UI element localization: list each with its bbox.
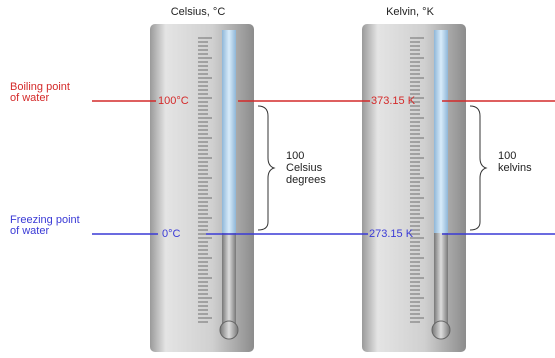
kelvin-thermometer <box>362 24 466 352</box>
bulb <box>220 321 238 339</box>
tube-fill <box>434 30 448 233</box>
diagram: Celsius, °C Kelvin, °K Boiling point of … <box>0 0 555 358</box>
bracket <box>258 106 274 230</box>
span-text: Celsius <box>286 162 323 174</box>
freezing-value: 0°C <box>162 228 181 240</box>
freezing-label: of water <box>10 225 49 237</box>
span-text: 100 <box>498 150 516 162</box>
boiling-value: 373.15 K <box>371 95 416 107</box>
panel <box>150 24 254 352</box>
boiling-label: of water <box>10 92 49 104</box>
bracket <box>470 106 486 230</box>
panel <box>362 24 466 352</box>
tube-stem <box>434 233 448 328</box>
span-text: degrees <box>286 174 326 186</box>
boiling-value: 100°C <box>158 95 189 107</box>
bulb <box>432 321 450 339</box>
span-text: kelvins <box>498 162 532 174</box>
thermometer-title: Kelvin, °K <box>386 6 434 18</box>
tube-fill <box>222 30 236 233</box>
freezing-value: 273.15 K <box>369 228 414 240</box>
span-text: 100 <box>286 150 304 162</box>
page: {"thermometers": [ {"title": "Celsius, °… <box>0 0 555 358</box>
thermometer-title: Celsius, °C <box>171 6 226 18</box>
tube-stem <box>222 233 236 328</box>
celsius-thermometer <box>150 24 254 352</box>
